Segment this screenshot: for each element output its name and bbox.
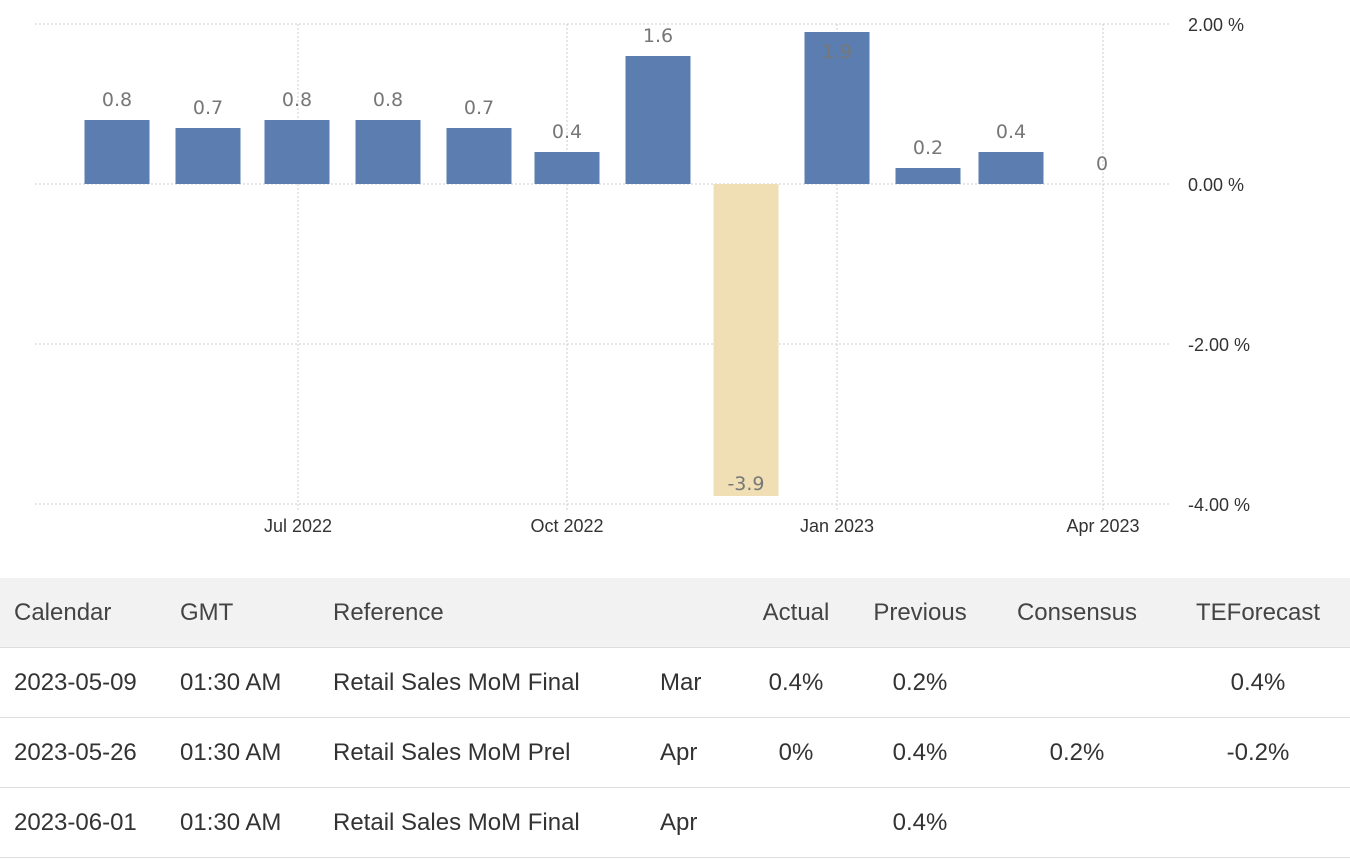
cell-actual: 0.4% <box>740 647 852 718</box>
cell-date: 2023-05-26 <box>0 717 180 788</box>
table-header-row: Calendar GMT Reference Actual Previous C… <box>0 578 1350 648</box>
header-calendar[interactable]: Calendar <box>0 578 180 648</box>
x-tick-label: Oct 2022 <box>530 516 603 536</box>
y-tick-label: 0.00 % <box>1188 175 1244 195</box>
bar <box>895 168 961 184</box>
cell-gmt: 01:30 AM <box>180 717 333 788</box>
table-row[interactable]: 2023-05-09 01:30 AM Retail Sales MoM Final… <box>0 647 1350 718</box>
bar <box>355 120 421 184</box>
cell-gmt: 01:30 AM <box>180 787 333 858</box>
bar-value-label: 0.8 <box>282 89 312 111</box>
header-gmt[interactable]: GMT <box>180 578 333 648</box>
cell-previous: 0.4% <box>852 787 988 858</box>
cell-teforecast <box>1166 787 1350 858</box>
table-row[interactable]: 2023-06-01 01:30 AM Retail Sales MoM Final… <box>0 787 1350 858</box>
cell-period: Apr <box>660 717 740 788</box>
header-reference[interactable]: Reference <box>333 578 660 648</box>
header-teforecast[interactable]: TEForecast <box>1166 578 1350 648</box>
cell-consensus: 0.2% <box>988 717 1166 788</box>
bar-value-label: 1.6 <box>643 25 673 47</box>
cell-consensus <box>988 787 1166 858</box>
header-consensus[interactable]: Consensus <box>988 578 1166 648</box>
header-actual[interactable]: Actual <box>740 578 852 648</box>
cell-previous: 0.2% <box>852 647 988 718</box>
bar <box>84 120 150 184</box>
cell-consensus <box>988 647 1166 718</box>
bar-value-label: -3.9 <box>727 473 764 495</box>
bar <box>804 32 870 184</box>
calendar-table: Calendar GMT Reference Actual Previous C… <box>0 578 1350 858</box>
bar-value-label: 0.4 <box>552 121 582 143</box>
bar <box>175 128 241 184</box>
bar-value-label: 0.4 <box>996 121 1026 143</box>
cell-actual <box>740 787 852 858</box>
bar <box>978 152 1044 184</box>
x-tick-label: Apr 2023 <box>1066 516 1139 536</box>
cell-reference[interactable]: Retail Sales MoM Final <box>333 647 660 718</box>
cell-date: 2023-05-09 <box>0 647 180 718</box>
header-previous[interactable]: Previous <box>852 578 988 648</box>
header-period <box>660 578 740 648</box>
bar-value-label: 0.7 <box>193 97 223 119</box>
cell-teforecast: 0.4% <box>1166 647 1350 718</box>
bar <box>446 128 512 184</box>
bar-value-label: 0.8 <box>373 89 403 111</box>
y-tick-label: -2.00 % <box>1188 335 1250 355</box>
bar-value-label: 0.7 <box>464 97 494 119</box>
cell-previous: 0.4% <box>852 717 988 788</box>
bar-value-label: 0.8 <box>102 89 132 111</box>
cell-period: Apr <box>660 787 740 858</box>
bar-value-label: 1.9 <box>822 41 852 63</box>
cell-reference[interactable]: Retail Sales MoM Prel <box>333 717 660 788</box>
cell-teforecast: -0.2% <box>1166 717 1350 788</box>
y-tick-label: 2.00 % <box>1188 15 1244 35</box>
cell-reference[interactable]: Retail Sales MoM Final <box>333 787 660 858</box>
cell-actual: 0% <box>740 717 852 788</box>
bar-value-label: 0 <box>1096 153 1108 175</box>
bar-chart: 2.00 % 0.00 % -2.00 % -4.00 % Jul 2022 Oct 20… <box>35 15 1250 536</box>
cell-date: 2023-06-01 <box>0 787 180 858</box>
bar <box>713 184 779 496</box>
table-row[interactable]: 2023-05-26 01:30 AM Retail Sales MoM Prel A… <box>0 717 1350 788</box>
bar <box>625 56 691 184</box>
y-tick-label: -4.00 % <box>1188 495 1250 515</box>
cell-gmt: 01:30 AM <box>180 647 333 718</box>
bar <box>264 120 330 184</box>
bar-value-label: 0.2 <box>913 137 943 159</box>
cell-period: Mar <box>660 647 740 718</box>
x-tick-label: Jul 2022 <box>264 516 332 536</box>
bar <box>534 152 600 184</box>
x-tick-label: Jan 2023 <box>800 516 874 536</box>
